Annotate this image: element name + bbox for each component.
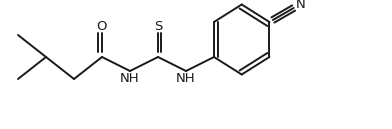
Text: NH: NH [120, 72, 140, 86]
Text: NH: NH [176, 72, 196, 86]
Text: O: O [97, 21, 107, 34]
Text: S: S [154, 21, 162, 34]
Text: N: N [296, 0, 305, 10]
